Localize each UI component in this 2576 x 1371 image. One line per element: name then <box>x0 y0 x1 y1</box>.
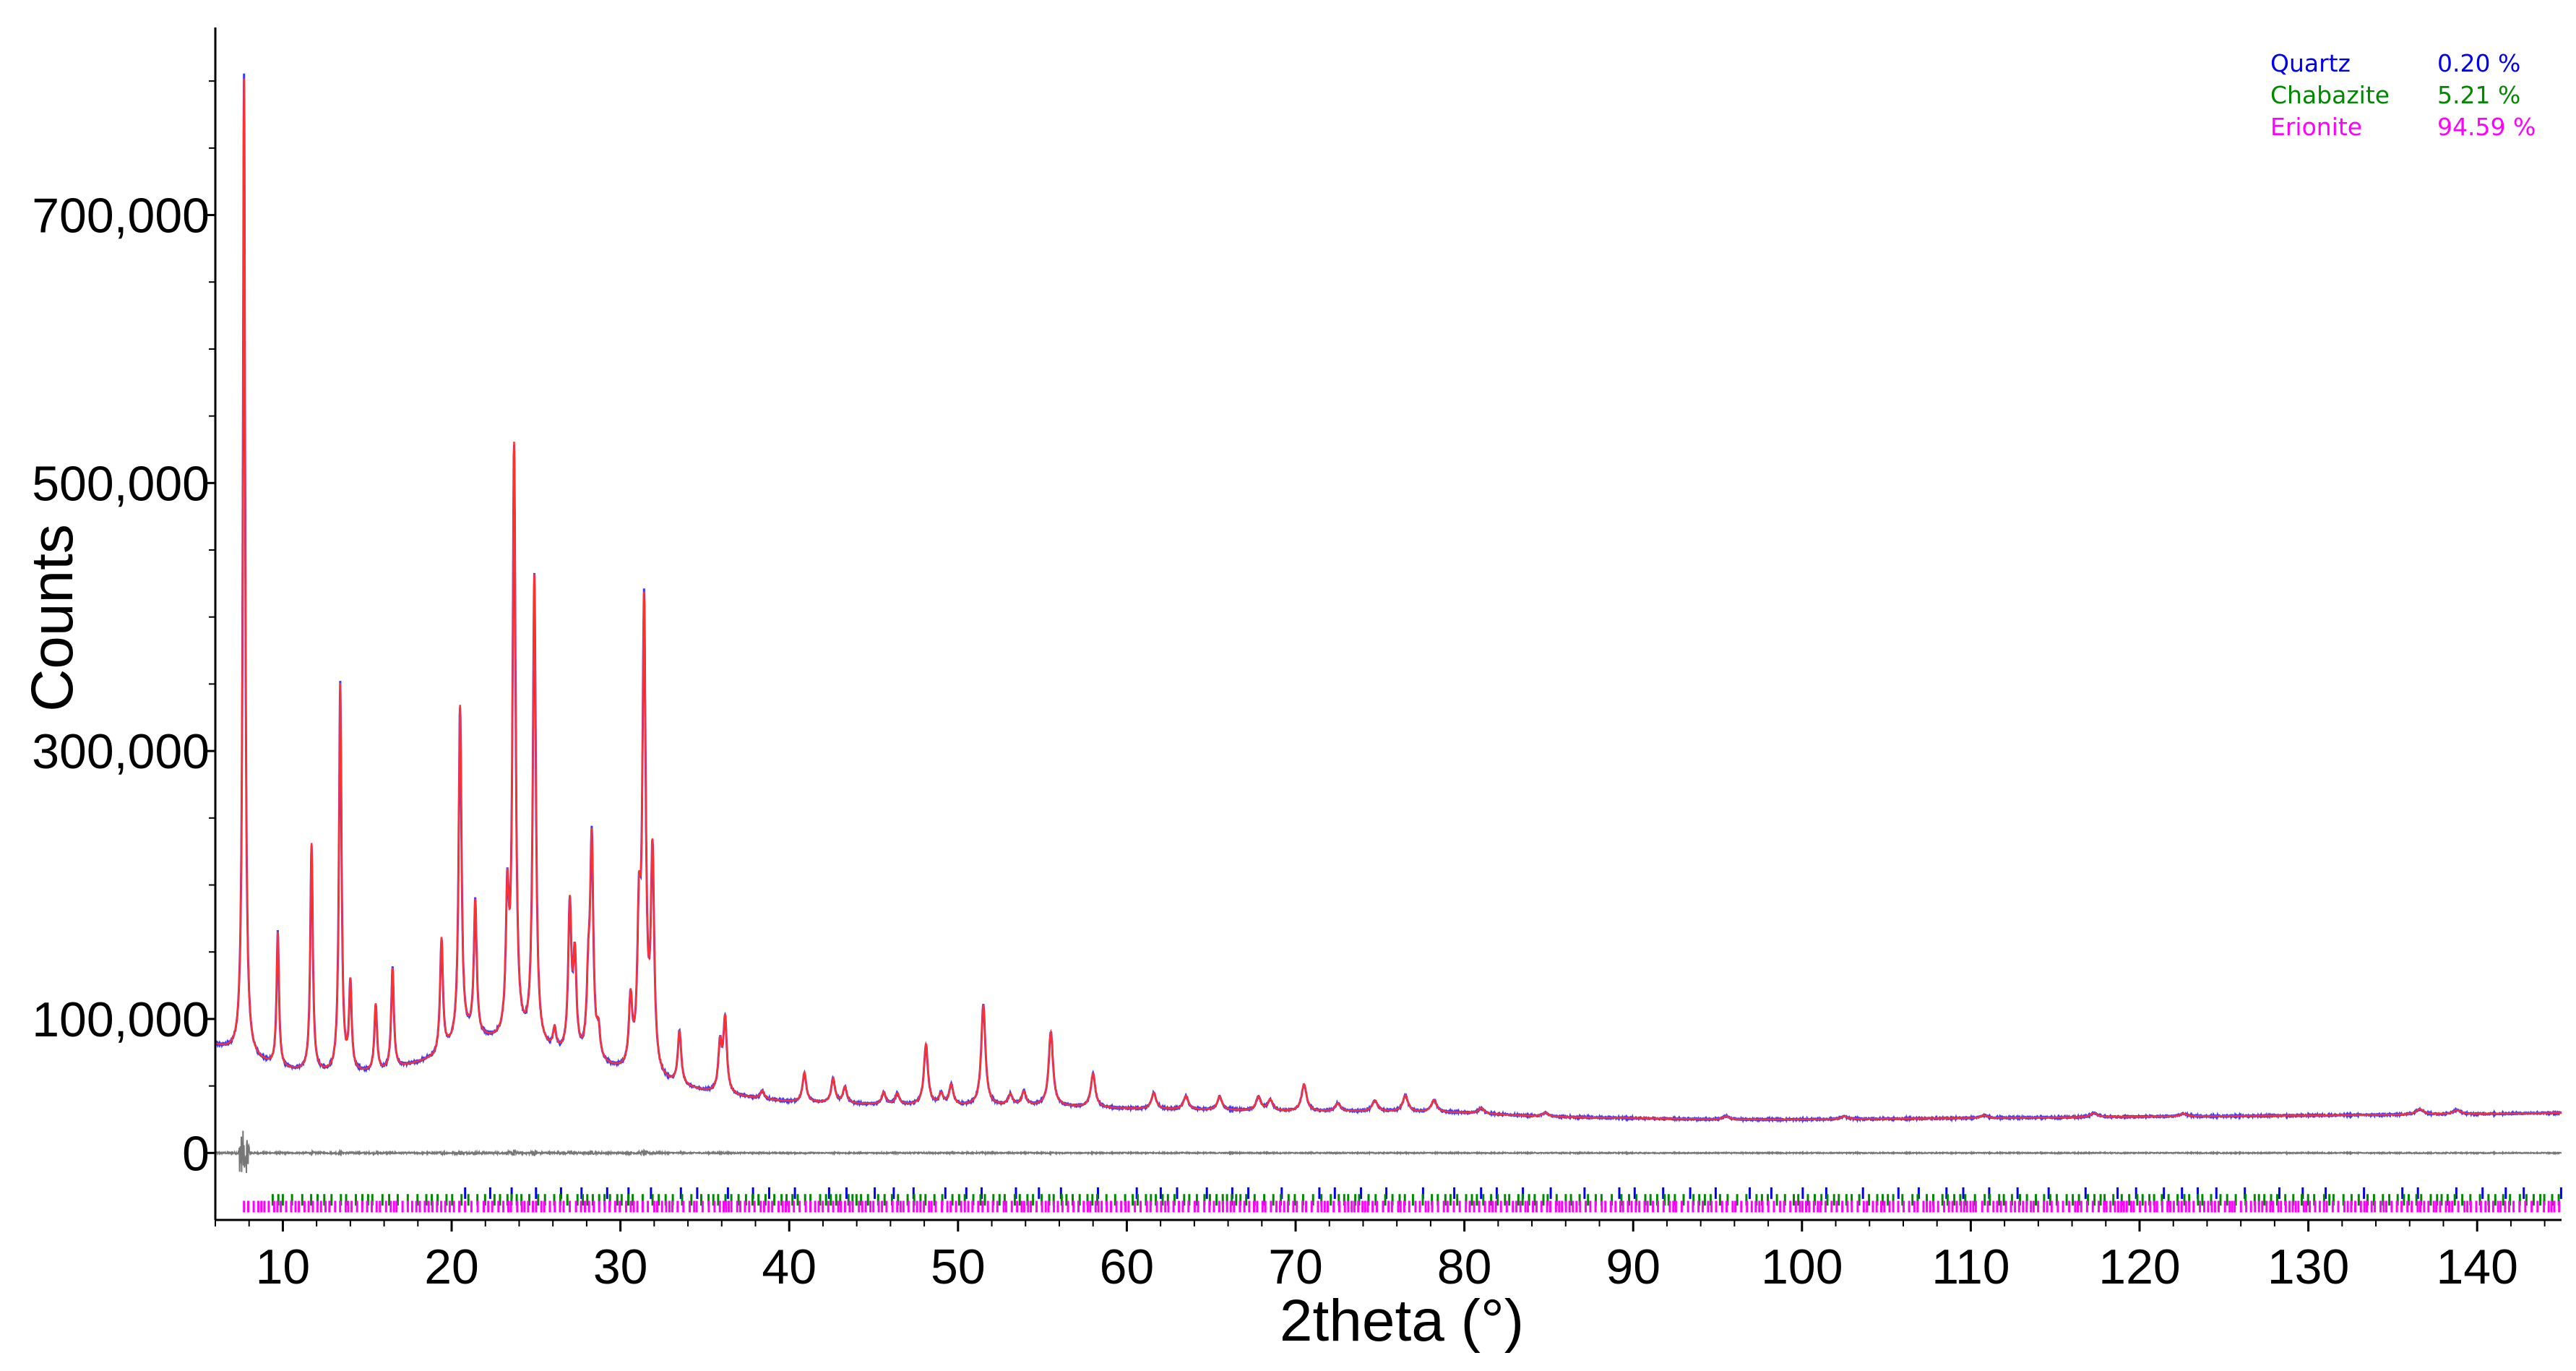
y-ticks: 0 100,000 300,000 500,000 700,000 <box>32 80 215 1181</box>
phase-markers-quartz <box>464 1187 2562 1199</box>
legend-name-chabazite: Chabazite <box>2270 81 2390 109</box>
x-tick-label: 20 <box>424 1239 479 1294</box>
y-axis-title: Counts <box>20 524 85 712</box>
legend-value-erionite: 94.59 % <box>2437 113 2536 141</box>
axes: 10 20 30 40 50 60 70 80 90 100 110 120 130 140 0 100,0… <box>32 27 2562 1294</box>
plot-area <box>214 73 2562 1213</box>
calculated-line <box>215 78 2562 1121</box>
y-tick-label: 100,000 <box>32 992 210 1047</box>
legend-value-quartz: 0.20 % <box>2437 49 2520 77</box>
x-tick-label: 110 <box>1931 1239 2009 1294</box>
x-tick-label: 40 <box>762 1239 817 1294</box>
y-tick-label: 300,000 <box>32 724 210 779</box>
x-tick-label: 140 <box>2436 1239 2517 1294</box>
x-tick-label: 10 <box>256 1239 311 1294</box>
x-tick-label: 70 <box>1268 1239 1323 1294</box>
x-tick-label: 30 <box>593 1239 648 1294</box>
x-ticks: 10 20 30 40 50 60 70 80 90 100 110 120 130 140 <box>215 1220 2546 1294</box>
legend-name-erionite: Erionite <box>2270 113 2362 141</box>
legend-name-quartz: Quartz <box>2270 49 2351 77</box>
x-tick-label: 100 <box>1761 1239 1843 1294</box>
difference-line <box>215 1130 2562 1174</box>
y-tick-label: 700,000 <box>32 189 210 244</box>
x-tick-label: 130 <box>2267 1239 2349 1294</box>
legend: Quartz 0.20 % Chabazite 5.21 % Erionite 94.59… <box>2270 49 2536 141</box>
x-tick-label: 50 <box>931 1239 986 1294</box>
x-tick-label: 80 <box>1437 1239 1492 1294</box>
x-tick-label: 90 <box>1606 1239 1660 1294</box>
x-tick-label: 120 <box>2098 1239 2180 1294</box>
y-tick-label: 500,000 <box>32 456 210 511</box>
phase-markers <box>243 1187 2562 1213</box>
x-tick-label: 60 <box>1100 1239 1155 1294</box>
phase-markers-erionite <box>243 1200 2561 1213</box>
legend-value-chabazite: 5.21 % <box>2437 81 2520 109</box>
x-axis-title: 2theta (°) <box>1280 1288 1524 1354</box>
y-tick-label: 0 <box>182 1126 210 1181</box>
